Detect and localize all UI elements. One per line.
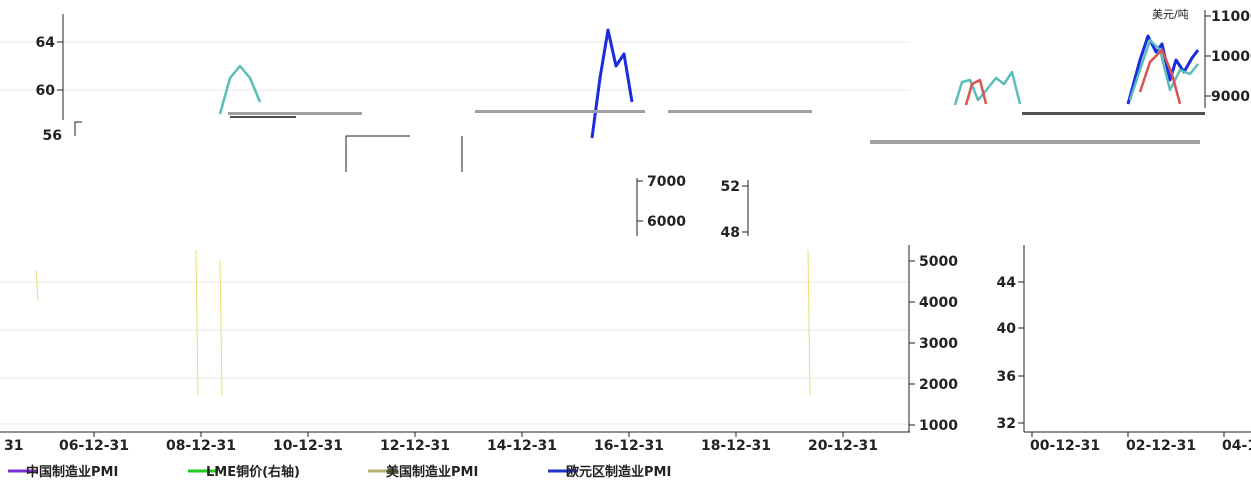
- x-tick-label-10-12-31: 10-12-31: [273, 438, 343, 454]
- copper-fragment-0: [35, 269, 39, 301]
- right-price-label-3000: 3000: [919, 336, 958, 352]
- inset-pmi-label-32: 32: [997, 416, 1016, 432]
- series-traces: [35, 28, 1205, 396]
- render-fragment-bar-4: [230, 116, 296, 118]
- x-tick-label-cut: 31: [4, 438, 23, 454]
- inset-pmi-label-36: 36: [997, 369, 1016, 385]
- x-tick-label-16-12-31: 16-12-31: [594, 438, 664, 454]
- band-corner-0: [74, 121, 82, 136]
- x-tick-label-14-12-31: 14-12-31: [487, 438, 557, 454]
- right-axis-unit: 美元/吨: [1152, 8, 1189, 21]
- legend-label-2: 美国制造业PMI: [386, 464, 478, 480]
- top-right-price-label-11000: 11000: [1211, 9, 1251, 25]
- legend: 中国制造业PMI LME铜价(右轴) 美国制造业PMI 欧元区制造业PMI: [8, 464, 671, 480]
- us-pmi-trace-2008: [218, 64, 262, 115]
- legend-label-3: 欧元区制造业PMI: [566, 464, 671, 480]
- right-price-label-4000: 4000: [919, 295, 958, 311]
- copper-fragment-2: [219, 259, 223, 396]
- legend-label-1: LME铜价(右轴): [206, 464, 300, 480]
- inset-x-tick-label-02-12-31: 02-12-31: [1126, 438, 1196, 454]
- right-price-label-1000: 1000: [919, 418, 958, 434]
- mid-price-label-7000: 7000: [647, 174, 686, 190]
- left-tick-label-60: 60: [36, 83, 56, 99]
- inset-pmi-label-40: 40: [997, 321, 1017, 337]
- x-tick-label-20-12-31: 20-12-31: [808, 438, 878, 454]
- mid-pmi-label-48: 48: [721, 225, 740, 241]
- render-fragment-bar-3: [1022, 112, 1205, 115]
- top-right-price-label-9000: 9000: [1211, 89, 1250, 105]
- render-fragment-bar-1: [475, 110, 645, 113]
- blue-trace-inset: [1126, 34, 1200, 105]
- mid-price-label-6000: 6000: [647, 214, 686, 230]
- render-fragment-bar-0: [228, 112, 362, 115]
- legend-label-0: 中国制造业PMI: [26, 464, 118, 480]
- copper-fragment-1: [195, 249, 199, 396]
- render-fragment-bar-2: [668, 110, 812, 113]
- teal-trace-inset: [1128, 38, 1199, 101]
- axes: [0, 10, 1251, 437]
- x-tick-label-18-12-31: 18-12-31: [701, 438, 771, 454]
- red-trace-2019: [964, 78, 988, 106]
- copper-fragment-3: [807, 249, 811, 396]
- tick-labels: 64 60 56 52 48 7000 6000 5000 4000 3000 2000 1000 44…: [4, 9, 1251, 454]
- eurozone-pmi-trace-2016: [590, 28, 634, 139]
- mid-pmi-label-52: 52: [721, 179, 740, 195]
- inset-pmi-label-44: 44: [997, 275, 1017, 291]
- right-price-label-5000: 5000: [919, 254, 958, 270]
- x-tick-label-12-12-31: 12-12-31: [380, 438, 450, 454]
- red-trace-inset: [1138, 48, 1182, 105]
- teal-trace-2019: [953, 70, 1022, 106]
- inset-x-tick-label-00-12-31: 00-12-31: [1030, 438, 1100, 454]
- x-tick-label-06-12-31: 06-12-31: [59, 438, 129, 454]
- grid-lines: [0, 41, 910, 425]
- left-tick-label-64: 64: [36, 35, 56, 51]
- top-right-price-label-10000: 10000: [1211, 49, 1251, 65]
- x-tick-label-08-12-31: 08-12-31: [166, 438, 236, 454]
- right-price-label-2000: 2000: [919, 377, 958, 393]
- left-tick-label-56: 56: [43, 128, 62, 144]
- render-fragment-bar-5: [870, 140, 1200, 144]
- inset-x-tick-label-04-12-31: 04-12-31: [1222, 438, 1251, 454]
- band-corner-1: [345, 135, 410, 172]
